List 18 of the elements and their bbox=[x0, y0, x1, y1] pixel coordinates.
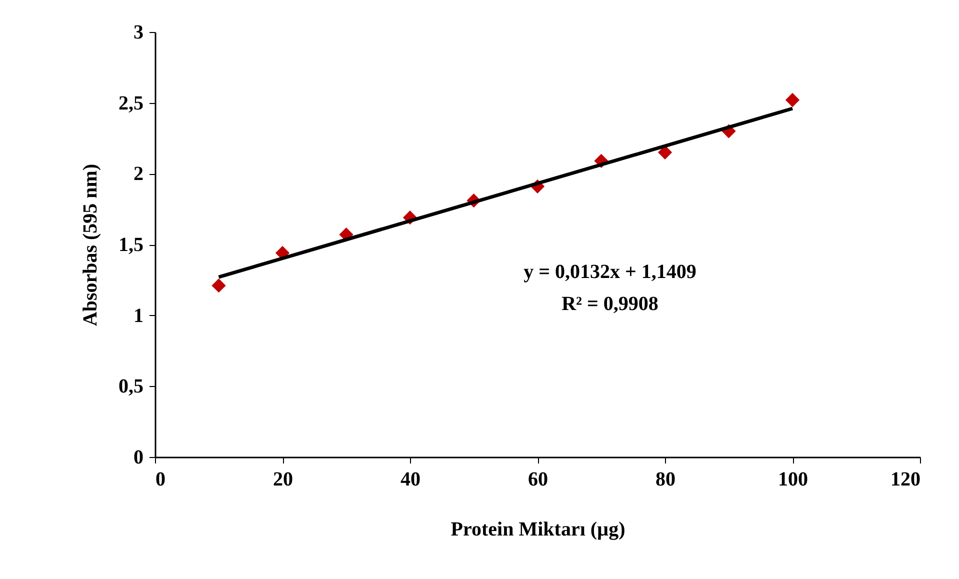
x-tick-label: 60 bbox=[528, 468, 548, 490]
y-tick-label: 3 bbox=[134, 22, 144, 44]
x-tick-label: 0 bbox=[156, 468, 166, 490]
y-tick-label: 2,5 bbox=[118, 92, 144, 114]
y-tick-label: 1 bbox=[134, 304, 144, 327]
x-tick-label: 80 bbox=[656, 468, 676, 490]
x-tick-label: 120 bbox=[890, 468, 920, 490]
y-tick-label: 0 bbox=[134, 446, 144, 468]
y-tick-label: 2 bbox=[134, 163, 144, 186]
x-tick-label: 100 bbox=[778, 468, 808, 490]
x-axis-title: Protein Miktarı (µg) bbox=[450, 518, 626, 540]
annotation: R² = 0,9908 bbox=[562, 293, 658, 315]
x-tick-label: 40 bbox=[400, 468, 420, 490]
y-tick-label: 1,5 bbox=[118, 234, 144, 256]
annotation: y = 0,0132x + 1,1409 bbox=[524, 261, 696, 283]
x-tick-label: 20 bbox=[273, 468, 293, 490]
y-axis-title: Absorbas (595 nm) bbox=[80, 164, 102, 326]
y-tick-label: 0,5 bbox=[118, 376, 144, 398]
